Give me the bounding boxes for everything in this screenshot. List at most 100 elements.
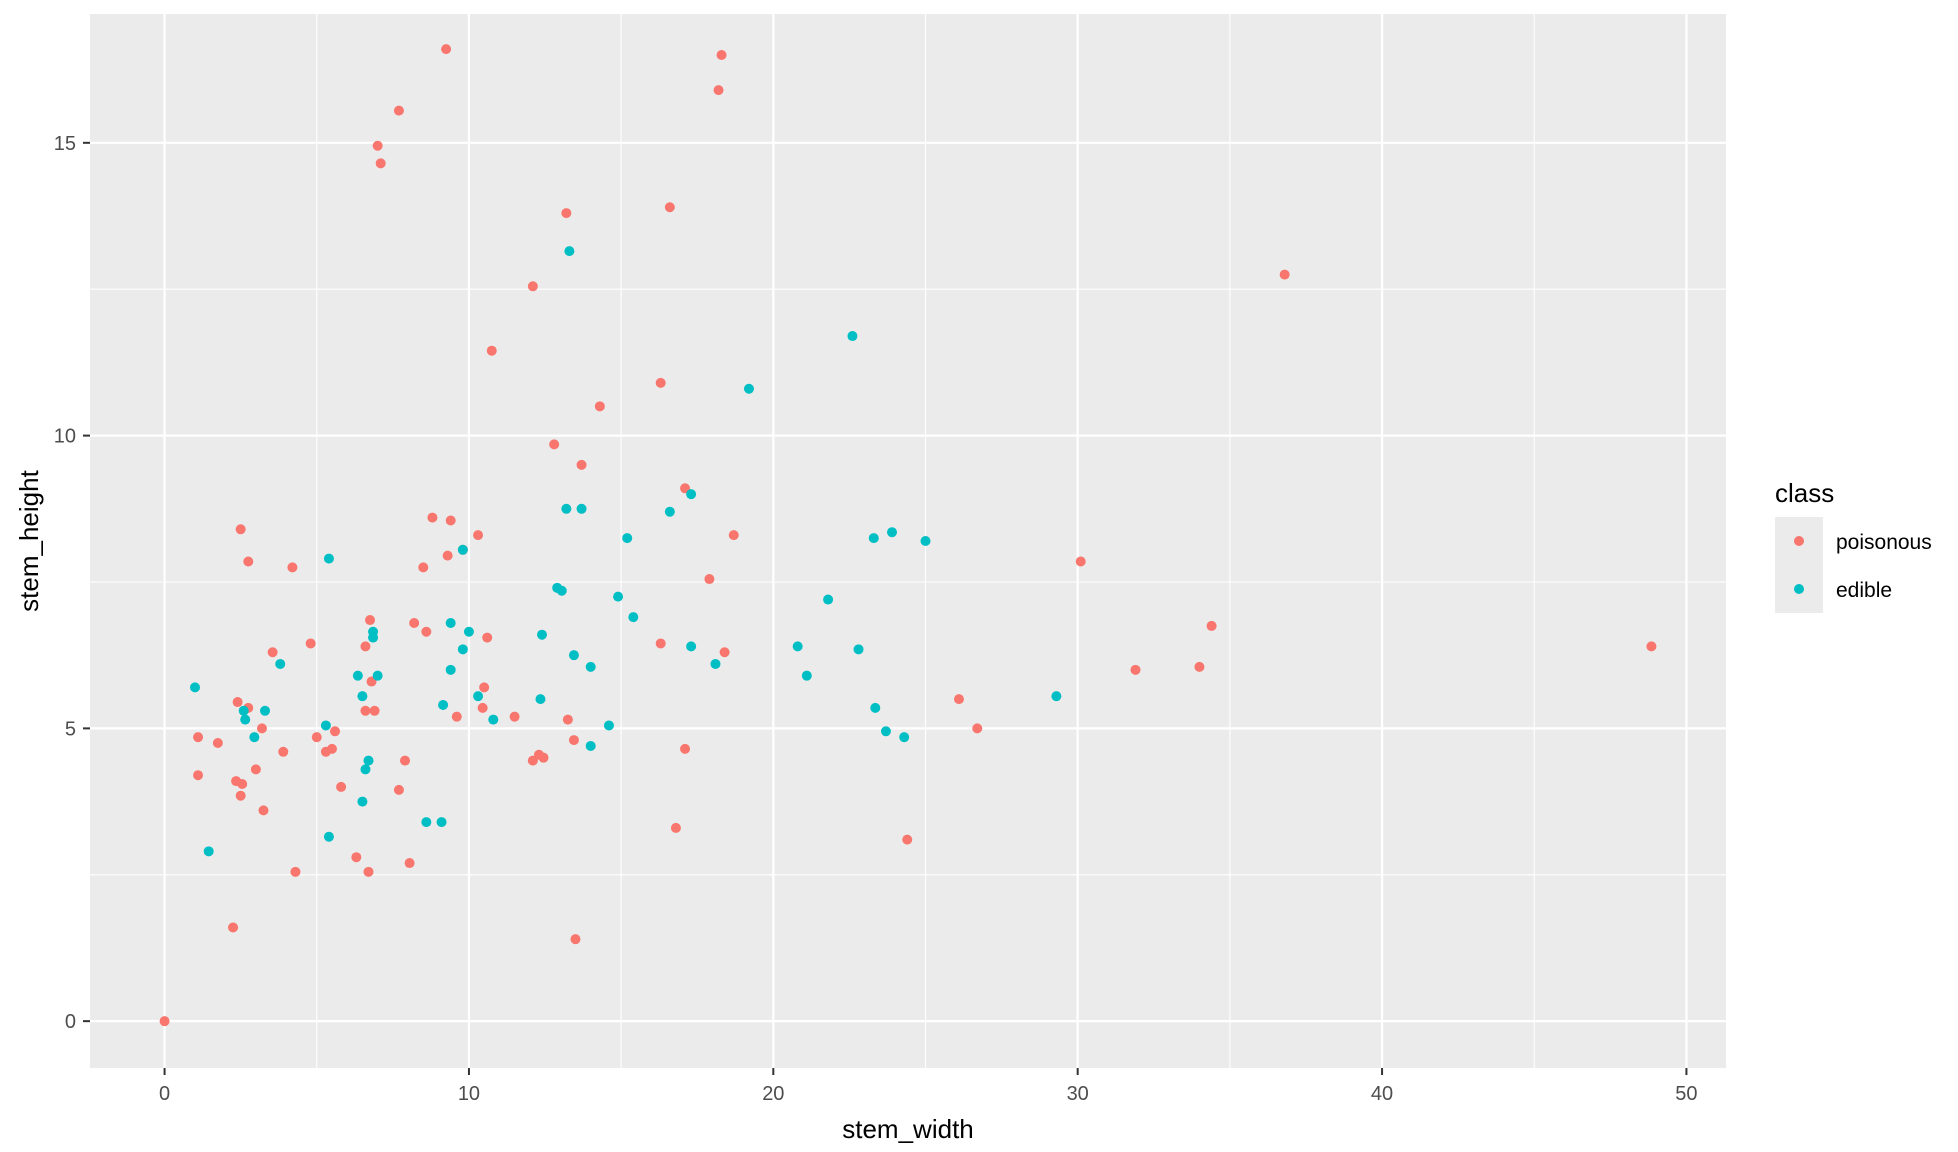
- data-point-poisonous: [320, 746, 331, 757]
- data-point-poisonous: [562, 714, 573, 725]
- legend-label-poisonous: poisonous: [1836, 531, 1932, 554]
- data-point-edible: [275, 658, 286, 669]
- data-point-poisonous: [442, 550, 453, 561]
- data-point-edible: [260, 705, 271, 716]
- data-point-edible: [352, 670, 363, 681]
- data-point-edible: [853, 644, 864, 655]
- x-axis-title: stem_width: [842, 1114, 974, 1144]
- data-point-edible: [792, 641, 803, 652]
- data-point-poisonous: [427, 512, 438, 523]
- data-point-poisonous: [228, 922, 239, 933]
- data-point-poisonous: [404, 858, 415, 869]
- data-point-edible: [535, 694, 546, 705]
- data-point-edible: [436, 817, 447, 828]
- data-point-poisonous: [193, 732, 204, 743]
- data-point-poisonous: [232, 697, 243, 708]
- data-point-poisonous: [713, 85, 724, 96]
- data-point-poisonous: [664, 202, 675, 213]
- data-point-edible: [357, 691, 368, 702]
- data-point-edible: [457, 644, 468, 655]
- data-point-poisonous: [719, 647, 730, 658]
- data-point-poisonous: [243, 556, 254, 567]
- data-point-poisonous: [393, 105, 404, 116]
- data-point-edible: [628, 612, 639, 623]
- data-point-poisonous: [953, 694, 964, 705]
- legend-label-edible: edible: [1836, 579, 1892, 602]
- data-point-edible: [445, 664, 456, 675]
- data-point-edible: [473, 691, 484, 702]
- data-point-poisonous: [193, 770, 204, 781]
- data-point-poisonous: [212, 738, 223, 749]
- data-point-edible: [463, 626, 474, 637]
- data-point-poisonous: [1075, 556, 1086, 567]
- data-point-edible: [238, 705, 249, 716]
- data-point-poisonous: [479, 682, 490, 693]
- data-point-poisonous: [159, 1016, 170, 1027]
- data-point-poisonous: [486, 345, 497, 356]
- data-point-edible: [561, 503, 572, 514]
- data-point-poisonous: [330, 726, 341, 737]
- data-points: [159, 44, 1657, 1027]
- grid-major: [90, 14, 1726, 1068]
- data-point-poisonous: [655, 377, 666, 388]
- data-point-edible: [868, 533, 879, 544]
- y-tick-label: 5: [65, 718, 76, 740]
- data-point-edible: [320, 720, 331, 731]
- data-point-poisonous: [369, 705, 380, 716]
- data-point-poisonous: [375, 158, 386, 169]
- data-point-poisonous: [1130, 664, 1141, 675]
- data-point-edible: [568, 650, 579, 661]
- data-point-poisonous: [441, 44, 452, 55]
- data-point-edible: [686, 489, 697, 500]
- legend-key-poisonous: [1794, 536, 1804, 546]
- data-point-edible: [438, 699, 449, 710]
- legend-title: class: [1775, 478, 1834, 508]
- y-tick-label: 10: [54, 426, 76, 448]
- data-point-poisonous: [237, 779, 248, 790]
- data-point-edible: [920, 536, 931, 546]
- data-point-poisonous: [451, 711, 462, 722]
- data-point-edible: [1051, 691, 1062, 702]
- data-point-edible: [240, 714, 251, 725]
- data-point-poisonous: [972, 723, 983, 734]
- data-point-poisonous: [290, 866, 301, 877]
- data-point-poisonous: [482, 632, 493, 643]
- data-point-edible: [249, 732, 260, 743]
- data-point-poisonous: [473, 530, 484, 541]
- data-point-poisonous: [728, 530, 739, 541]
- data-point-poisonous: [549, 439, 560, 450]
- data-point-edible: [488, 714, 499, 725]
- data-point-edible: [899, 732, 910, 743]
- data-point-poisonous: [655, 638, 666, 649]
- data-point-poisonous: [570, 934, 581, 945]
- data-point-edible: [203, 846, 214, 857]
- data-point-poisonous: [670, 822, 681, 833]
- x-tick-label: 30: [1067, 1083, 1089, 1105]
- data-point-poisonous: [1206, 620, 1217, 631]
- data-point-edible: [190, 682, 201, 693]
- data-point-edible: [686, 641, 697, 652]
- data-point-edible: [576, 503, 587, 514]
- x-tick-label: 40: [1371, 1083, 1393, 1105]
- data-point-edible: [847, 331, 858, 342]
- data-point-edible: [357, 796, 368, 807]
- data-point-poisonous: [527, 281, 538, 292]
- data-point-poisonous: [576, 459, 587, 470]
- data-point-poisonous: [360, 705, 371, 716]
- data-point-poisonous: [363, 866, 374, 877]
- y-tick-label: 15: [54, 133, 76, 155]
- data-point-edible: [372, 670, 383, 681]
- data-point-edible: [457, 544, 468, 555]
- x-tick-label: 10: [458, 1083, 480, 1105]
- y-axis-title: stem_height: [14, 469, 44, 611]
- data-point-edible: [743, 383, 754, 394]
- data-point-poisonous: [680, 743, 691, 754]
- data-point-poisonous: [393, 784, 404, 795]
- data-point-edible: [801, 670, 812, 681]
- data-point-poisonous: [704, 574, 715, 585]
- data-point-poisonous: [360, 641, 371, 652]
- data-point-poisonous: [311, 732, 322, 743]
- data-point-edible: [870, 702, 881, 713]
- data-point-edible: [887, 527, 898, 538]
- data-point-poisonous: [305, 638, 316, 649]
